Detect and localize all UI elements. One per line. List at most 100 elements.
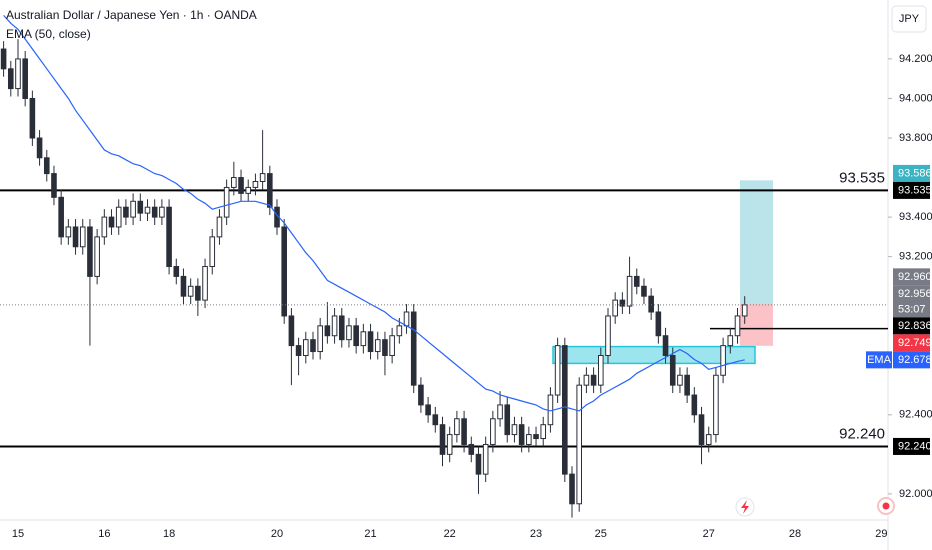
candle-body <box>597 354 604 386</box>
candle-body <box>223 186 230 218</box>
price-tag-label: 92.240 <box>898 440 932 452</box>
candle-body <box>446 434 453 455</box>
candle-body <box>216 216 223 238</box>
candle-body <box>713 374 719 436</box>
x-tick-label: 16 <box>98 528 110 540</box>
candle-body <box>662 335 669 356</box>
price-tag-label: 92.678 <box>898 354 932 366</box>
candle-body <box>684 374 690 396</box>
chart-title: Australian Dollar / Japanese Yen · 1h · … <box>6 8 257 22</box>
candle-body <box>0 48 7 70</box>
candle-body <box>245 186 252 194</box>
candle-body <box>590 374 597 386</box>
target-dot <box>882 502 890 510</box>
price-tag <box>893 164 930 182</box>
candle-body <box>331 315 338 337</box>
indicator-legend: EMA (50, close) <box>6 27 91 41</box>
x-tick-label: 23 <box>530 528 542 540</box>
price-tag <box>893 181 930 199</box>
candle-body <box>734 315 741 337</box>
price-tag <box>893 285 930 318</box>
price-tag <box>893 334 930 352</box>
candle-body <box>29 97 36 139</box>
level-label: 93.535 <box>839 169 885 186</box>
candle-body <box>727 335 734 347</box>
candle-body <box>504 404 511 436</box>
candle-body <box>518 424 525 445</box>
candle-body <box>259 173 266 183</box>
candle-body <box>605 315 611 356</box>
candle-body <box>569 473 575 505</box>
candle-body <box>7 68 14 90</box>
price-tag <box>893 268 930 286</box>
candle-body <box>151 206 158 218</box>
candle-body <box>130 200 136 218</box>
currency-label[interactable]: JPY <box>899 13 920 25</box>
level-label: 92.240 <box>839 425 885 442</box>
x-tick-label: 20 <box>271 528 283 540</box>
y-tick-label: 93.400 <box>899 211 932 223</box>
candle-body <box>410 311 417 386</box>
countdown: 53:07 <box>898 303 926 315</box>
candle-body <box>36 137 43 159</box>
candle-body <box>108 216 115 228</box>
candle-body <box>497 404 503 420</box>
currency-button[interactable] <box>891 5 927 33</box>
candle-body <box>353 325 359 347</box>
candle-body <box>346 325 352 341</box>
candle-body <box>72 226 79 248</box>
candle-body <box>310 339 316 353</box>
candle-body <box>195 285 201 301</box>
candle-body <box>490 418 496 445</box>
candle-body <box>302 339 309 356</box>
candle-body <box>252 181 259 188</box>
x-tick-label: 22 <box>444 528 456 540</box>
candle-body <box>475 453 482 475</box>
candle-body <box>101 216 108 238</box>
candle-body <box>482 443 489 475</box>
lightning <box>741 500 749 514</box>
candle-body <box>65 226 72 238</box>
candle-body <box>79 226 86 248</box>
candle-body <box>267 173 273 208</box>
candle-body <box>648 295 654 313</box>
candle-body <box>166 206 172 268</box>
candle-body <box>87 226 93 277</box>
candle-body <box>94 236 100 277</box>
candle-body <box>187 285 194 297</box>
candle-body <box>641 285 647 297</box>
y-tick-label: 92.400 <box>899 409 932 421</box>
candle-body <box>691 394 698 416</box>
y-tick-label: 94.200 <box>899 53 932 65</box>
candle-body <box>720 345 726 376</box>
candle-body <box>123 206 129 218</box>
candle-body <box>526 434 532 445</box>
x-tick-label: 29 <box>875 528 887 540</box>
price-tag-label: 92.749 <box>898 337 932 349</box>
x-tick-label: 15 <box>12 528 24 540</box>
y-tick-label: 93.200 <box>899 251 932 263</box>
candle-body <box>633 275 640 287</box>
candle-body <box>669 354 676 386</box>
candle-body <box>425 404 431 416</box>
price-tag-label: 92.956 <box>898 288 932 300</box>
price-tag-label: 93.535 <box>898 184 932 196</box>
candle-body <box>396 325 403 337</box>
candle-body <box>137 200 144 214</box>
candle-body <box>562 345 568 475</box>
price-tag <box>893 317 930 335</box>
candle-body <box>382 339 388 356</box>
ema-line <box>3 14 745 412</box>
y-tick-label: 92.000 <box>899 488 932 500</box>
candle-body <box>238 177 244 194</box>
candle-body <box>418 384 424 406</box>
candle-body <box>324 325 331 337</box>
target-icon[interactable] <box>877 497 895 515</box>
candle-body <box>655 311 662 337</box>
candle-body <box>115 206 122 228</box>
price-tag <box>893 351 930 369</box>
candle-body <box>432 414 439 426</box>
x-tick-label: 21 <box>364 528 376 540</box>
events-icon[interactable] <box>735 497 755 517</box>
